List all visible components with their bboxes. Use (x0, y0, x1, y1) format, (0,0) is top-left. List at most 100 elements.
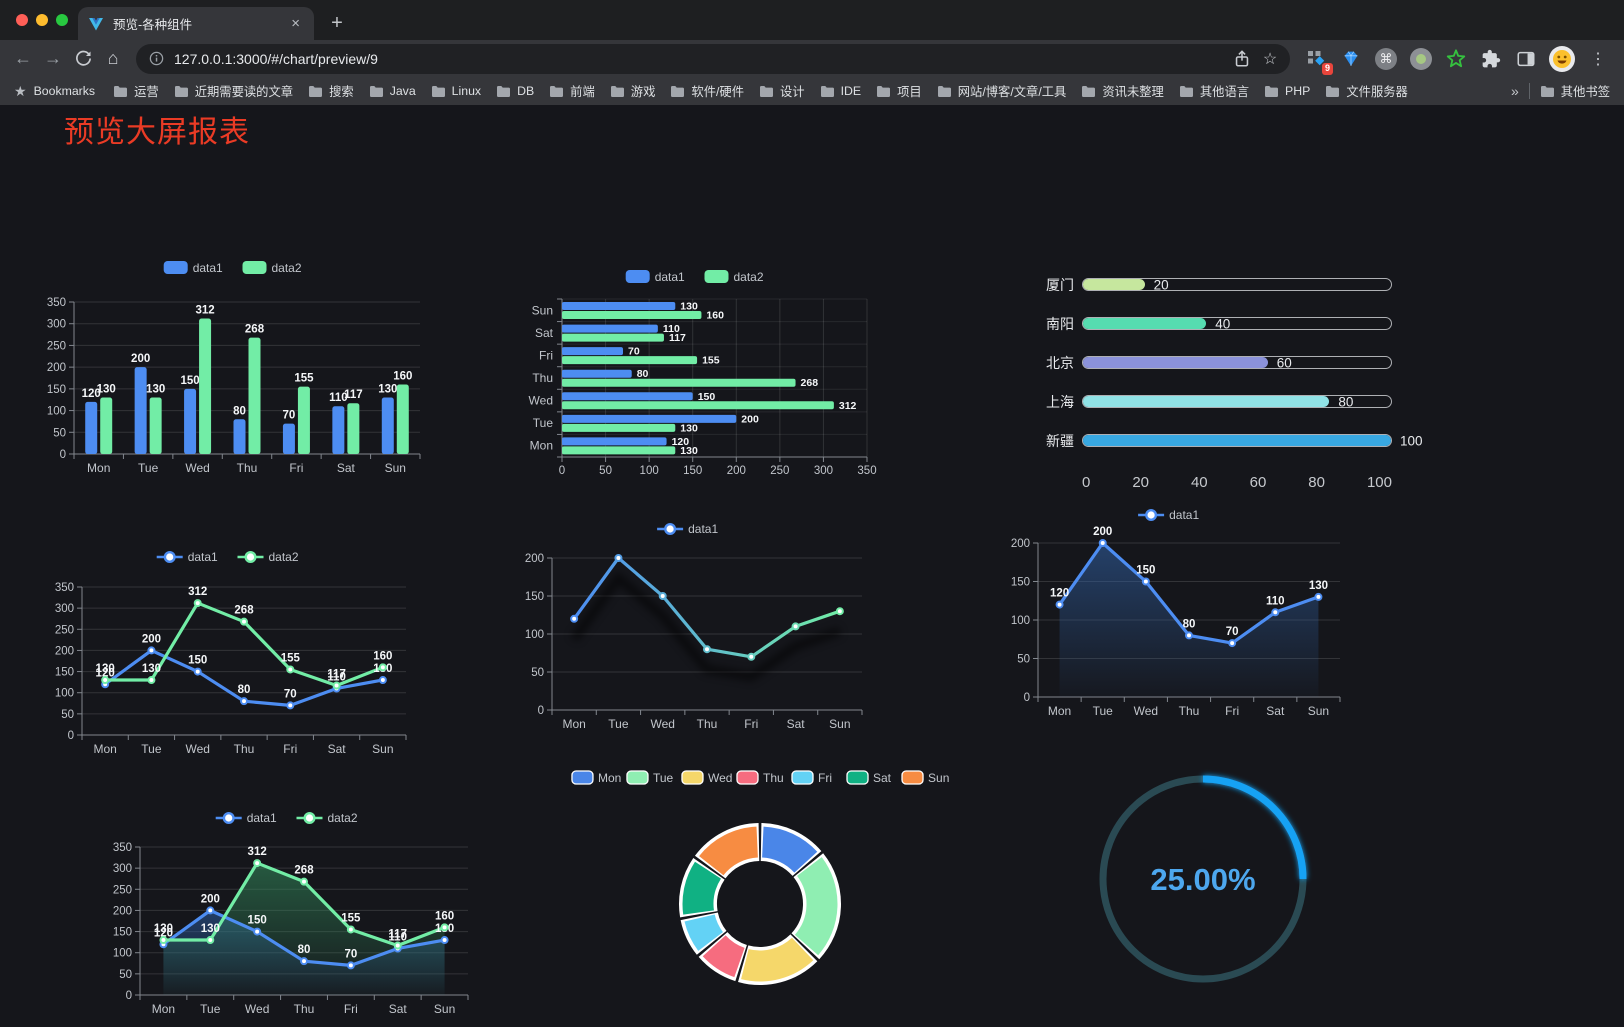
bookmark-folder[interactable]: 文件服务器 (1325, 82, 1408, 100)
share-icon (1235, 49, 1249, 67)
tab-title: 预览-各种组件 (113, 18, 193, 32)
grid-extension-icon[interactable]: 9 (1304, 47, 1333, 75)
tab-close-icon[interactable]: × (291, 15, 300, 32)
bookmark-folder[interactable]: 项目 (876, 82, 922, 100)
svg-text:Sat: Sat (535, 326, 554, 340)
reload-button[interactable] (68, 44, 98, 74)
progress-fill (1083, 279, 1145, 290)
bookmark-folder[interactable]: 设计 (759, 82, 805, 100)
bookmarks-overflow-button[interactable]: » (1511, 83, 1519, 99)
svg-text:Sat: Sat (337, 461, 356, 475)
svg-text:data2: data2 (328, 811, 358, 825)
bookmark-folder[interactable]: 搜索 (308, 82, 354, 100)
home-button[interactable]: ⌂ (107, 48, 119, 68)
svg-text:150: 150 (1011, 577, 1030, 589)
progress-label: 厦门 (1046, 276, 1074, 293)
maximize-window-button[interactable] (56, 14, 68, 26)
puzzle-icon (1482, 49, 1501, 67)
url-text[interactable]: 127.0.0.1:3000/#/chart/preview/9 (174, 50, 378, 67)
folder-icon (1326, 85, 1340, 97)
filled-line-chart: data1 data2 0 50 100 150 200 250 300 350 Mon Tue Wed… (113, 811, 469, 1016)
svg-text:80: 80 (238, 684, 251, 696)
command-extension-icon[interactable]: ⌘ (1374, 47, 1398, 71)
svg-text:80: 80 (233, 405, 246, 417)
gem-extension-icon[interactable] (1339, 47, 1363, 71)
bookmark-folder[interactable]: PHP (1264, 84, 1310, 98)
svg-text:300: 300 (47, 319, 66, 331)
svg-text:Sat: Sat (787, 717, 806, 731)
progress-fill (1083, 318, 1207, 329)
legend: data1 data2 (215, 811, 358, 825)
extensions-puzzle-button[interactable] (1479, 47, 1503, 71)
svg-text:70: 70 (283, 410, 296, 422)
browser-tab[interactable]: 预览-各种组件 × (78, 7, 314, 40)
bookmark-folder[interactable]: 前端 (549, 82, 595, 100)
bookmarks-label[interactable]: Bookmarks (33, 84, 96, 98)
svg-text:Tue: Tue (1093, 704, 1114, 718)
progress-axis: 0 20 40 60 80 100 (1082, 474, 1392, 491)
star-extension-icon[interactable] (1444, 47, 1468, 71)
progress-fill (1083, 396, 1330, 407)
svg-text:data1: data1 (688, 522, 718, 536)
svg-text:50: 50 (599, 465, 612, 477)
bookmark-folder[interactable]: IDE (820, 84, 861, 98)
folder-icon (820, 85, 834, 97)
browser-menu-button[interactable]: ⋮ (1586, 47, 1610, 71)
progress-row: 新疆 100 (1040, 421, 1423, 460)
svg-text:150: 150 (698, 391, 716, 403)
folder-icon (497, 85, 511, 97)
svg-text:300: 300 (814, 465, 833, 477)
recorder-extension-icon[interactable] (1409, 47, 1433, 71)
side-panel-button[interactable] (1514, 47, 1538, 71)
svg-text:0: 0 (1024, 692, 1030, 704)
bookmark-folder[interactable]: 其他语言 (1179, 82, 1249, 100)
svg-text:250: 250 (47, 340, 66, 352)
bookmark-folder[interactable]: Java (369, 84, 416, 98)
site-info-icon[interactable] (148, 50, 165, 67)
bookmark-star-button[interactable]: ☆ (1262, 50, 1278, 68)
bookmark-folder[interactable]: 游戏 (610, 82, 655, 100)
svg-text:Thu: Thu (237, 461, 258, 475)
bookmark-folder[interactable]: 网站/博客/文章/工具 (937, 82, 1066, 100)
area-line-chart: data1 0 50 100 150 200 Mon Tue Wed Thu Fri Sat Sun 12… (1011, 508, 1341, 718)
profile-avatar[interactable] (1549, 45, 1575, 72)
url-bar[interactable]: 127.0.0.1:3000/#/chart/preview/9 ☆ (136, 43, 1290, 74)
other-bookmarks-button[interactable]: 其他书签 (1540, 82, 1610, 100)
progress-track: 80 (1082, 394, 1392, 409)
svg-text:0: 0 (559, 465, 565, 477)
bookmark-folder[interactable]: 软件/硬件 (670, 82, 744, 100)
svg-text:130: 130 (378, 384, 397, 396)
bookmarks-bar: ★ Bookmarks 运营 近期需要读的文章 搜索 Java Linux DB 前端 游戏软… (0, 77, 1624, 105)
back-button[interactable]: ← (14, 48, 32, 68)
donut-chart: Mon Tue Wed Thu Fri Sat Sun (571, 770, 949, 985)
svg-text:Mon: Mon (93, 742, 116, 756)
forward-button[interactable]: → (44, 48, 62, 68)
svg-text:Fri: Fri (744, 717, 758, 731)
svg-text:data1: data1 (247, 811, 277, 825)
svg-text:250: 250 (113, 884, 132, 896)
share-button[interactable] (1228, 45, 1256, 73)
new-tab-button[interactable]: + (331, 11, 343, 34)
close-window-button[interactable] (16, 14, 28, 26)
svg-text:117: 117 (327, 669, 346, 681)
bookmark-folder[interactable]: Linux (431, 84, 481, 98)
svg-text:0: 0 (60, 449, 66, 461)
svg-text:Wed: Wed (185, 742, 209, 756)
bookmark-folder[interactable]: 运营 (113, 82, 159, 100)
svg-text:200: 200 (201, 893, 220, 905)
folder-icon (1179, 85, 1193, 97)
svg-text:130: 130 (680, 422, 698, 434)
svg-text:130: 130 (97, 384, 116, 396)
bookmark-folder[interactable]: DB (496, 84, 534, 98)
svg-text:312: 312 (195, 305, 214, 317)
bookmarks-star-icon[interactable]: ★ (14, 82, 27, 99)
progress-value: 20 (1153, 277, 1169, 292)
legend: data1 (1138, 508, 1199, 522)
minimize-window-button[interactable] (36, 14, 48, 26)
bookmark-folder[interactable]: 近期需要读的文章 (174, 82, 293, 100)
svg-text:110: 110 (327, 671, 346, 683)
reload-icon (75, 50, 91, 66)
svg-text:100: 100 (640, 465, 659, 477)
svg-text:120: 120 (672, 436, 690, 448)
bookmark-folder[interactable]: 资讯未整理 (1081, 82, 1164, 100)
